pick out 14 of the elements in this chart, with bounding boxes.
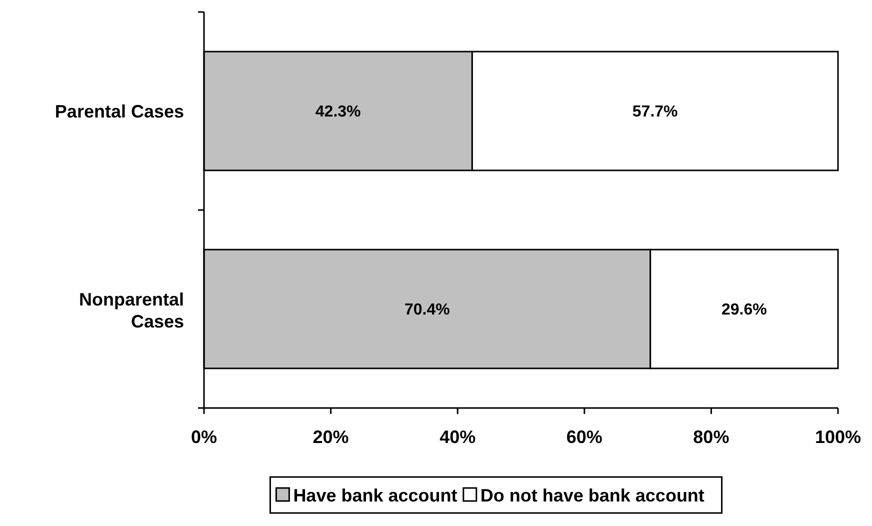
x-tick-label: 20% — [312, 427, 349, 447]
data-label: 29.6% — [721, 302, 767, 319]
legend-label: Have bank account — [293, 485, 458, 506]
y-tick-label: Parental Cases — [54, 101, 184, 122]
legend-label: Do not have bank account — [480, 485, 704, 506]
x-tick-label: 40% — [440, 427, 476, 447]
x-tick-label: 80% — [693, 427, 730, 447]
data-label: 70.4% — [404, 302, 450, 319]
data-label: 57.7% — [632, 104, 678, 121]
y-tick-label: Nonparental Cases — [78, 289, 184, 332]
data-label: 42.3% — [315, 104, 361, 121]
x-tick-label: 100% — [814, 427, 862, 447]
x-tick-label: 60% — [566, 427, 602, 447]
x-tick-label: 0% — [190, 427, 218, 447]
